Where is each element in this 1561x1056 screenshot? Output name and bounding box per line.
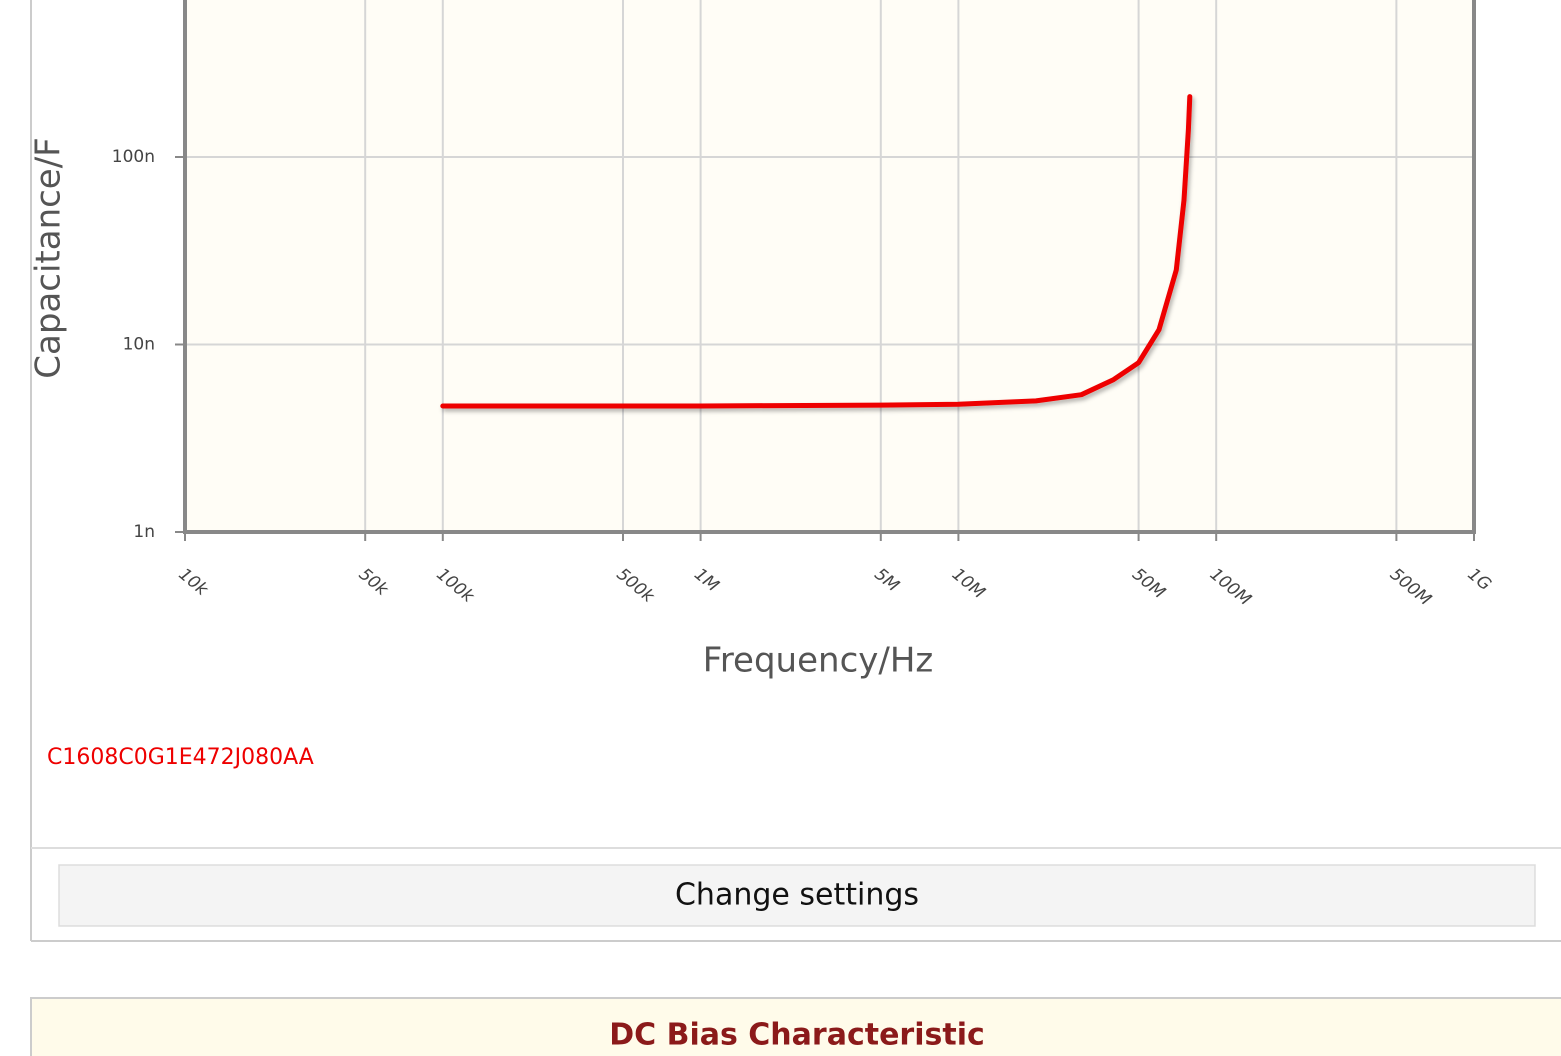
x-tick-label: 500k [613, 564, 659, 607]
x-tick-label: 50M [1128, 564, 1169, 603]
x-tick-label: 10M [948, 564, 989, 603]
x-tick-label: 100k [432, 564, 478, 607]
x-tick-label: 10k [175, 564, 213, 600]
x-tick-label: 500M [1386, 564, 1435, 610]
legend-label: C1608C0G1E472J080AA [47, 745, 314, 770]
x-tick-label: 1G [1464, 564, 1495, 595]
x-tick-label: 100M [1206, 564, 1255, 610]
section-title: DC Bias Characteristic [609, 1018, 985, 1053]
x-tick-label: 50k [355, 564, 393, 600]
y-axis-title: Capacitance/F [29, 137, 69, 378]
x-tick-label: 5M [870, 564, 903, 596]
button[interactable] [58, 864, 1536, 927]
button-label[interactable]: Change settings [675, 878, 919, 913]
x-axis-title: Frequency/Hz [703, 641, 934, 681]
plot-border [183, 0, 1476, 534]
data-line [440, 94, 1193, 409]
y-tick-label: 1n [133, 522, 155, 542]
section-header [30, 997, 1561, 1056]
x-tick-label: 1M [690, 564, 723, 596]
chart: 1n 10n 100n 10k 50k 100k 500k 1M 5M 10M 50M 100M 500… [29, 0, 1495, 770]
plot-area [185, 0, 1474, 532]
y-tick-label: 10n [123, 335, 155, 355]
y-tick-label: 100n [112, 147, 155, 167]
